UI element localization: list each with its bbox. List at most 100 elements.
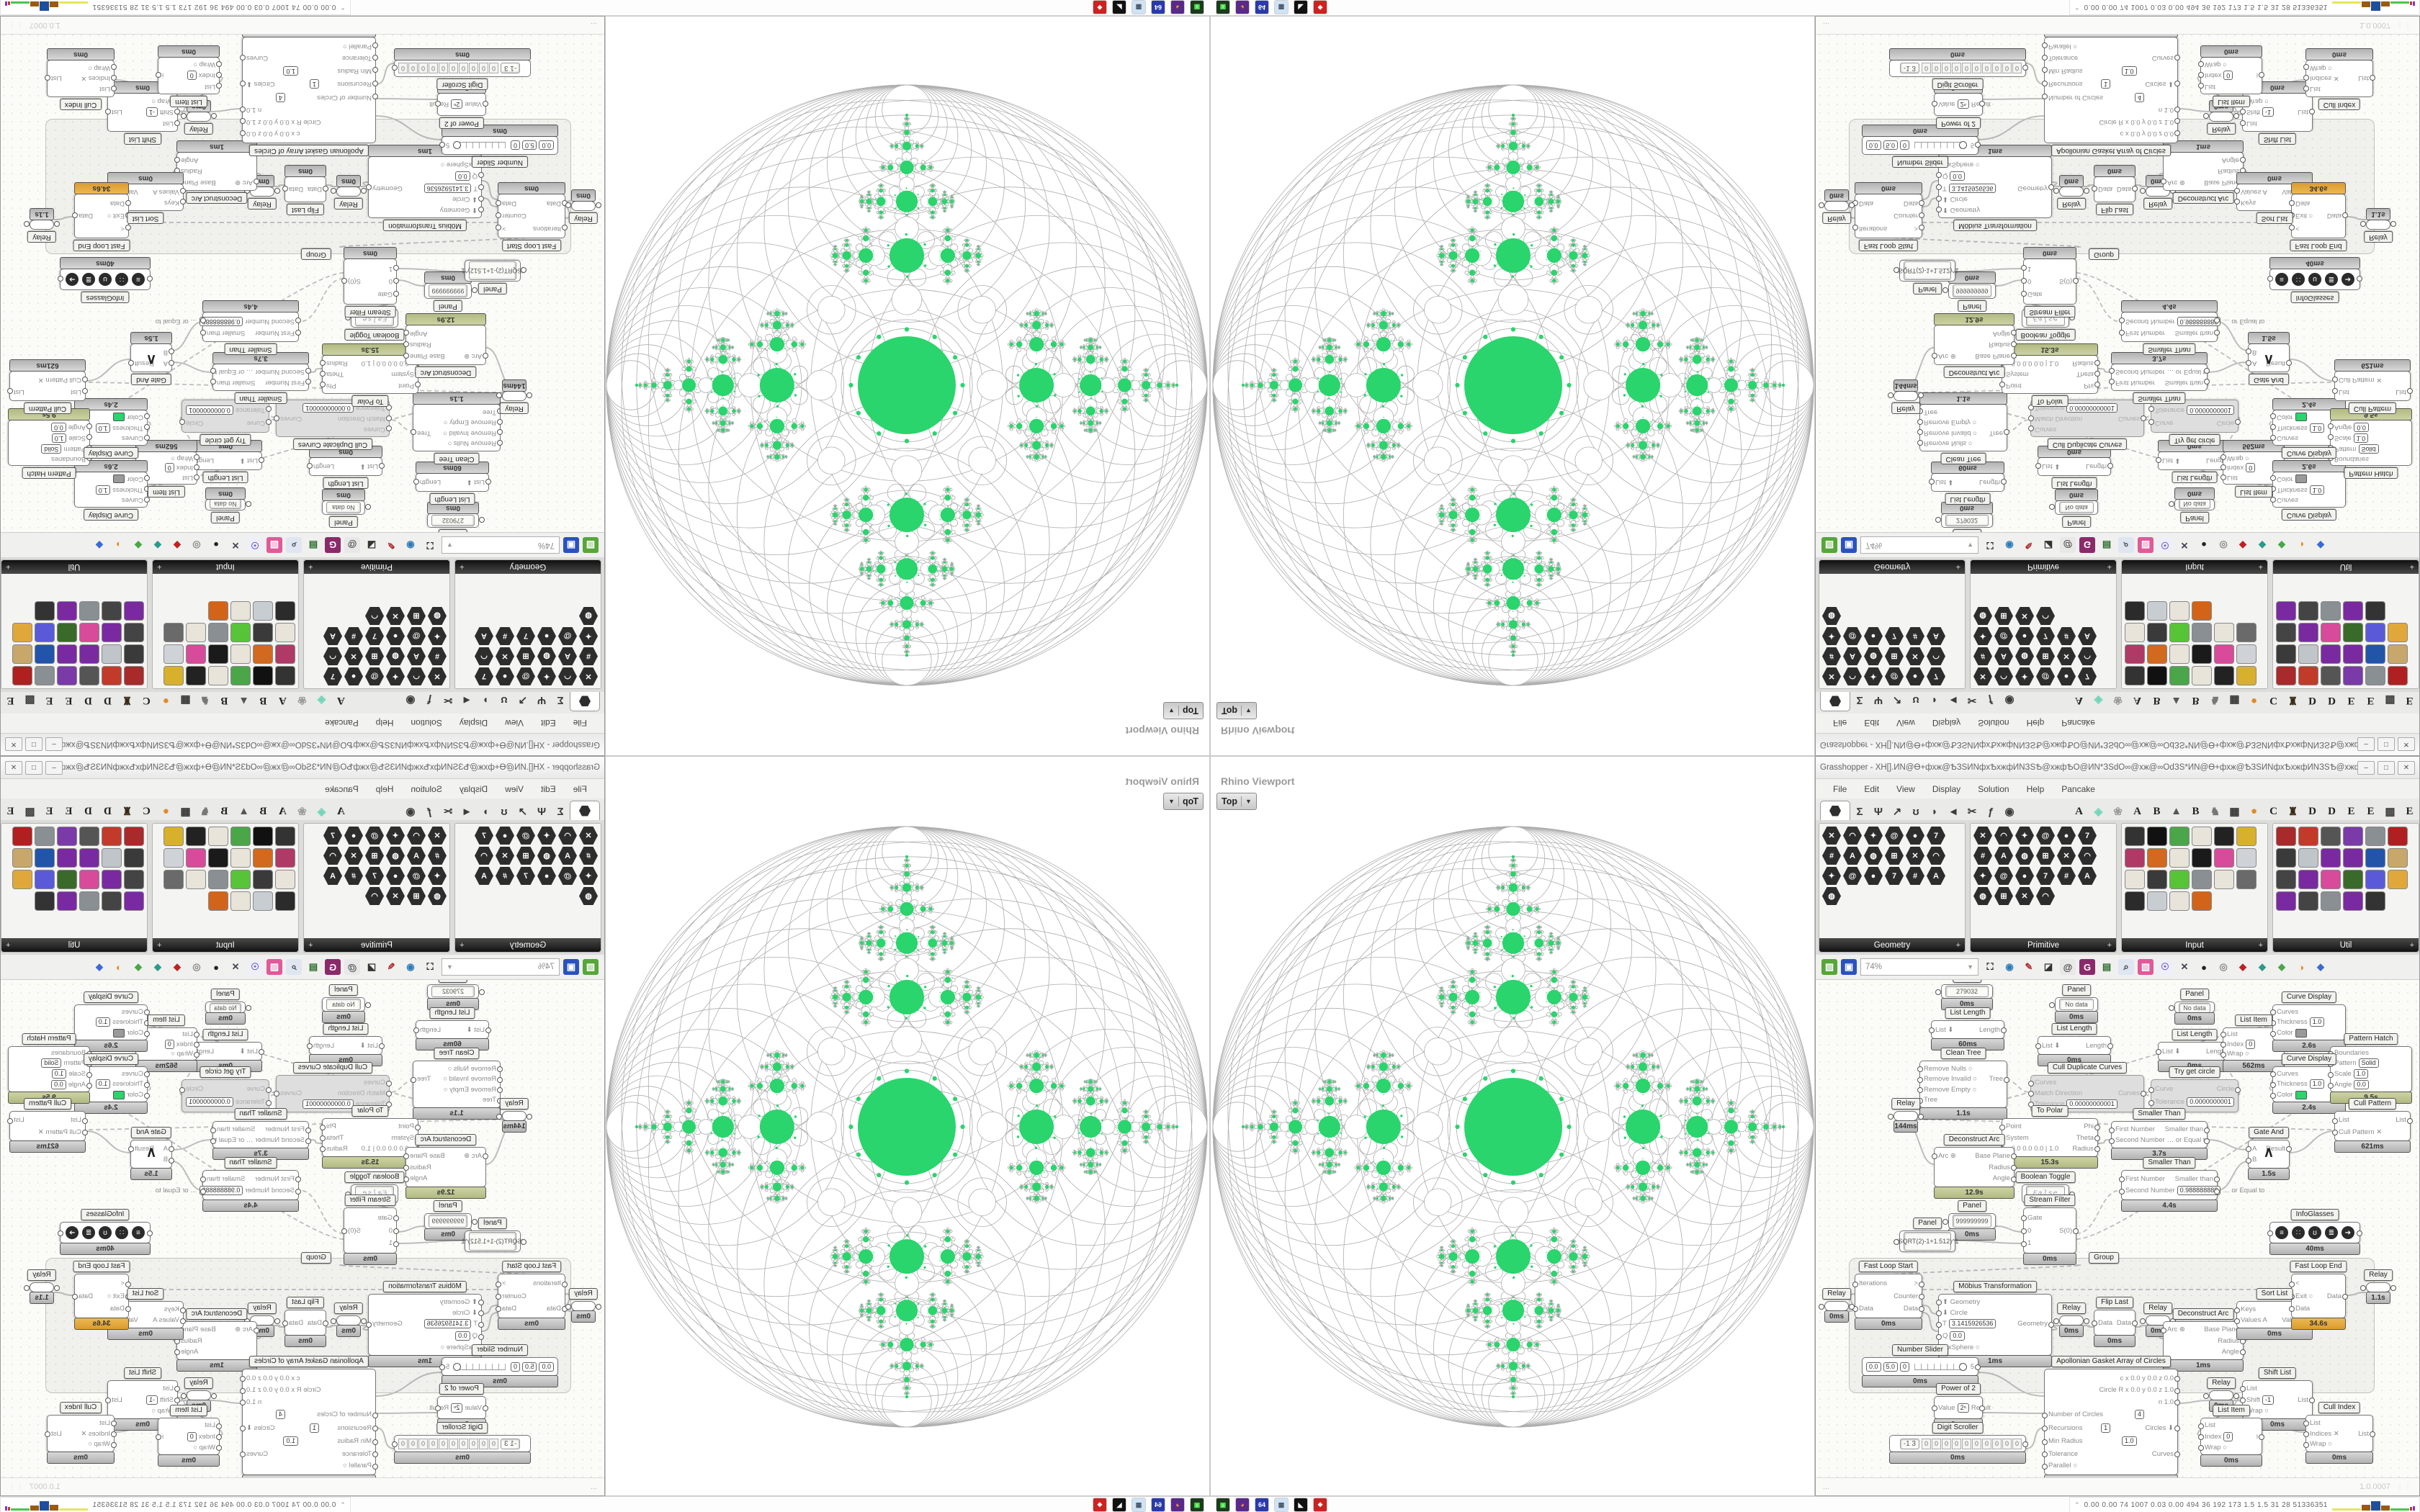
fast-loop-end[interactable]: < Exit ○ Data Data 34.6s bbox=[2289, 182, 2348, 238]
slider-knob[interactable] bbox=[1958, 141, 1967, 150]
output-port[interactable] bbox=[2094, 1135, 2100, 1141]
tab-plugin-5[interactable]: ▲ bbox=[2171, 695, 2182, 707]
input-port[interactable] bbox=[305, 368, 311, 374]
node-body[interactable]: List ⬇ Length bbox=[187, 451, 264, 470]
number-slider[interactable]: 0.0 5.0 0 5 0ms bbox=[439, 125, 558, 155]
component-icon[interactable]: # bbox=[1822, 847, 1841, 865]
input-port[interactable] bbox=[497, 1076, 503, 1083]
component-icon[interactable] bbox=[2125, 666, 2145, 685]
output-port[interactable] bbox=[435, 1405, 441, 1411]
value-chip[interactable]: 4 bbox=[2135, 1410, 2145, 1420]
node-body[interactable]: Data Data bbox=[282, 1310, 328, 1336]
output-port[interactable] bbox=[2204, 379, 2210, 385]
input-port[interactable] bbox=[372, 1452, 378, 1458]
value-chip[interactable]: 0.00000000001 bbox=[302, 403, 354, 413]
color-swatch[interactable] bbox=[113, 1090, 125, 1099]
component-icon[interactable]: ⊞ bbox=[365, 847, 384, 865]
output-port[interactable] bbox=[2259, 72, 2264, 78]
output-port[interactable] bbox=[2174, 54, 2180, 60]
component-icon[interactable]: ✕ bbox=[2057, 647, 2076, 665]
component-icon[interactable]: ● bbox=[344, 667, 363, 685]
digit-cell[interactable]: 0 bbox=[469, 63, 478, 74]
output-port[interactable] bbox=[2094, 382, 2100, 388]
input-port[interactable] bbox=[1932, 352, 1937, 359]
input-port[interactable] bbox=[2198, 1434, 2204, 1440]
notes-icon[interactable]: ▤ bbox=[305, 537, 321, 553]
panel-sqrt[interactable]: (SQRT(2)-1+1.512)^1 bbox=[1894, 1230, 1958, 1252]
output-port[interactable] bbox=[2011, 341, 2017, 347]
tab-glyph-2[interactable]: ↗ bbox=[518, 806, 528, 818]
input-port[interactable] bbox=[125, 199, 131, 206]
console-app-icon[interactable]: ▣ bbox=[1216, 0, 1230, 14]
viewport-tab-top[interactable]: Top ▼ bbox=[1163, 793, 1204, 810]
collapse-icon[interactable]: ⌃ bbox=[340, 4, 346, 12]
tab-plugin-14[interactable]: E bbox=[65, 805, 73, 817]
component-icon[interactable] bbox=[163, 666, 184, 685]
value-chip[interactable]: 0.988888888 bbox=[199, 316, 243, 326]
component-icon[interactable]: # bbox=[428, 847, 447, 865]
output-port[interactable] bbox=[45, 1431, 50, 1437]
tab-plugin-12[interactable]: D bbox=[2308, 805, 2316, 817]
component-icon[interactable]: ✕ bbox=[428, 667, 447, 685]
input-port[interactable] bbox=[194, 1032, 200, 1038]
panel-text[interactable]: 279032 bbox=[1945, 515, 1989, 526]
component-icon[interactable]: ✕ bbox=[344, 847, 363, 865]
gem-teal-icon[interactable]: ◆ bbox=[154, 540, 161, 551]
component-icon[interactable] bbox=[2388, 827, 2408, 846]
component-icon[interactable] bbox=[102, 848, 122, 868]
tab-params-selected[interactable] bbox=[570, 692, 600, 711]
output-port[interactable] bbox=[1849, 202, 1855, 208]
input-port[interactable] bbox=[497, 1066, 503, 1073]
node-body[interactable]: No data bbox=[2169, 1002, 2215, 1013]
component-icon[interactable] bbox=[2192, 601, 2212, 621]
input-port[interactable] bbox=[2028, 426, 2034, 432]
node-body[interactable]: Point Phi System Theta x 0.0 0.0 0.0 | 1.0 Ra… bbox=[1999, 355, 2100, 394]
node-body[interactable]: List Indices ✕ List Wrap ○ bbox=[45, 1415, 117, 1452]
menu-item-view[interactable]: View bbox=[505, 718, 524, 729]
input-port[interactable] bbox=[2240, 1386, 2246, 1392]
component-icon[interactable] bbox=[2365, 827, 2385, 846]
component-icon[interactable]: ✦ bbox=[1822, 627, 1841, 645]
output-port[interactable] bbox=[496, 199, 501, 206]
tab-glyph-4[interactable]: ◗ bbox=[1931, 694, 1938, 707]
digit-cell[interactable]: 0 bbox=[1982, 63, 1991, 74]
output-port[interactable] bbox=[496, 225, 501, 231]
tab-plugin-17[interactable]: E bbox=[2406, 805, 2414, 817]
save-file-icon[interactable]: ▣ bbox=[1841, 537, 1857, 553]
component-icon[interactable] bbox=[102, 891, 122, 911]
fast-loop-end[interactable]: < Exit ○ Data Data 34.6s bbox=[2289, 1274, 2348, 1330]
input-port[interactable] bbox=[169, 1157, 174, 1164]
component-icon[interactable] bbox=[2343, 666, 2363, 685]
fast-loop-start[interactable]: Iterations > Counter Data Data 0ms bbox=[1852, 182, 1924, 238]
input-port[interactable] bbox=[372, 1439, 378, 1445]
value-chip[interactable]: 0.0000000001 bbox=[2187, 405, 2234, 415]
input-port[interactable] bbox=[2140, 1318, 2146, 1324]
component-icon[interactable]: 7 bbox=[475, 667, 493, 685]
to-polar[interactable]: Point Phi System Theta x 0.0 0.0 0.0 | 1.0 Ra… bbox=[320, 1118, 421, 1169]
input-port[interactable] bbox=[2332, 376, 2338, 382]
input-port[interactable] bbox=[2049, 1002, 2055, 1008]
fast-loop-end[interactable]: < Exit ○ Data Data 34.6s bbox=[72, 182, 131, 238]
input-port[interactable] bbox=[2234, 1318, 2240, 1324]
component-icon[interactable] bbox=[2365, 891, 2385, 911]
fast-loop-start[interactable]: Iterations > Counter Data Data 0ms bbox=[1852, 1274, 1924, 1330]
component-icon[interactable] bbox=[208, 644, 228, 664]
output-port[interactable] bbox=[2204, 368, 2210, 374]
tab-plugin-3[interactable]: A bbox=[279, 695, 287, 707]
component-icon[interactable] bbox=[2236, 848, 2257, 868]
component-icon[interactable] bbox=[253, 601, 273, 621]
input-port[interactable] bbox=[2303, 85, 2309, 91]
panel-3[interactable]: No data 0ms bbox=[205, 1002, 251, 1025]
fast-loop-start[interactable]: Iterations > Counter Data Data 0ms bbox=[496, 1274, 568, 1330]
output-port[interactable] bbox=[282, 1320, 288, 1326]
node-body[interactable]: No data bbox=[2169, 499, 2215, 510]
input-port[interactable] bbox=[2028, 1091, 2034, 1097]
floppy-64-icon[interactable]: 64 bbox=[1151, 1498, 1165, 1512]
component-icon[interactable] bbox=[2214, 827, 2234, 846]
component-icon[interactable] bbox=[124, 848, 144, 868]
mail-at-icon[interactable]: @ bbox=[2060, 537, 2076, 553]
color-swatch[interactable] bbox=[2295, 1028, 2307, 1038]
